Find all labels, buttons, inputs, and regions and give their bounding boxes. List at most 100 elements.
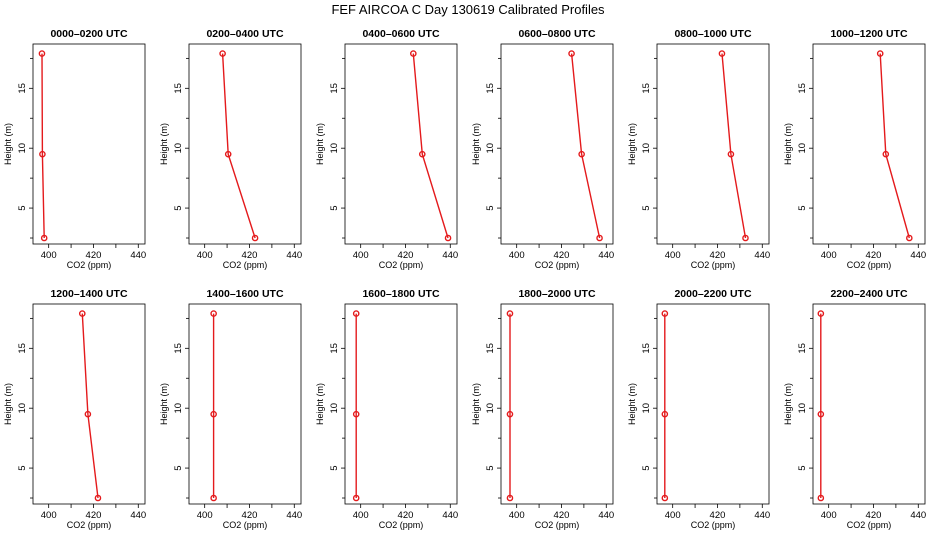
panel-title: 0400–0600 UTC (362, 28, 439, 40)
x-tick-label: 400 (41, 250, 57, 261)
x-tick-label: 440 (442, 510, 458, 521)
profile-point (210, 494, 217, 502)
x-tick-label: 440 (910, 510, 926, 521)
x-tick-label: 400 (197, 250, 213, 261)
profile-point (817, 310, 825, 317)
plot-frame (32, 43, 146, 245)
figure-title: FEF AIRCOA C Day 130619 Calibrated Profi… (331, 2, 605, 17)
y-axis-label: Height (m) (315, 383, 325, 425)
y-tick-label: 5 (797, 465, 808, 470)
x-tick-label: 400 (41, 510, 57, 521)
x-tick-label: 440 (286, 510, 302, 521)
panel-6: 1000–1200 UTC 400 420 440 5 10 15 CO2 (ppm) Heig… (783, 28, 926, 270)
plot-frame (344, 303, 458, 505)
y-tick-label: 5 (17, 465, 28, 470)
x-axis-label: CO2 (ppm) (379, 260, 424, 270)
profile-point (94, 494, 102, 502)
x-tick-label: 440 (130, 510, 146, 521)
profile-point (742, 234, 749, 242)
profile-point (352, 410, 360, 418)
y-tick-label: 5 (485, 465, 496, 470)
profile-point (661, 410, 669, 418)
panel-1: 0000–0200 UTC 400 420 440 5 10 15 CO2 (ppm) Heig… (3, 28, 146, 270)
y-axis-label: Height (m) (471, 123, 481, 165)
x-tick-label: 440 (286, 250, 302, 261)
profile-point (578, 150, 585, 158)
y-tick-label: 10 (17, 403, 28, 414)
panel-title: 0200–0400 UTC (206, 28, 283, 40)
x-axis-label: CO2 (ppm) (223, 520, 268, 530)
panel-10: 1800–2000 UTC 400 420 440 5 10 15 CO2 (ppm) Heig… (471, 288, 614, 530)
profile-point (210, 310, 217, 317)
x-tick-label: 420 (554, 510, 570, 521)
panel-title: 0600–0800 UTC (518, 28, 595, 40)
y-tick-label: 15 (17, 343, 28, 354)
y-tick-label: 15 (641, 343, 652, 354)
x-tick-label: 420 (866, 510, 882, 521)
profile-point (876, 50, 884, 57)
x-tick-label: 440 (754, 510, 770, 521)
panel-title: 1200–1400 UTC (50, 288, 127, 300)
x-tick-label: 440 (130, 250, 146, 261)
y-tick-label: 5 (485, 205, 496, 210)
y-axis-label: Height (m) (3, 123, 13, 165)
x-axis-label: CO2 (ppm) (535, 260, 580, 270)
panel-title: 2000–2200 UTC (674, 288, 751, 300)
panel-9: 1600–1800 UTC 400 420 440 5 10 15 CO2 (ppm) Heig… (315, 288, 458, 530)
x-tick-label: 420 (866, 250, 882, 261)
y-tick-label: 5 (17, 205, 28, 210)
x-axis-label: CO2 (ppm) (535, 520, 580, 530)
x-tick-label: 420 (86, 510, 102, 521)
x-tick-label: 420 (398, 250, 414, 261)
plot-frame (812, 43, 926, 245)
y-axis-label: Height (m) (3, 383, 13, 425)
x-axis-label: CO2 (ppm) (67, 520, 112, 530)
x-tick-label: 400 (665, 510, 681, 521)
y-tick-label: 5 (641, 205, 652, 210)
x-axis-label: CO2 (ppm) (691, 260, 736, 270)
profile-point (224, 150, 232, 158)
profile-point (352, 494, 360, 502)
profile-point (444, 234, 452, 242)
panel-title: 0000–0200 UTC (50, 28, 127, 40)
y-tick-label: 15 (173, 83, 184, 94)
profile-point (906, 234, 913, 242)
profile-point (817, 494, 825, 502)
x-axis-label: CO2 (ppm) (223, 260, 268, 270)
panel-title: 1000–1200 UTC (830, 28, 907, 40)
y-tick-label: 10 (797, 143, 808, 154)
y-tick-label: 15 (17, 83, 28, 94)
x-tick-label: 420 (710, 510, 726, 521)
profile-point (78, 310, 86, 317)
profile-point (661, 494, 669, 502)
profile-point (596, 234, 603, 242)
x-axis-label: CO2 (ppm) (691, 520, 736, 530)
profile-point (418, 150, 426, 158)
profile-point (219, 50, 226, 57)
panel-title: 0800–1000 UTC (674, 28, 751, 40)
x-axis-label: CO2 (ppm) (847, 520, 892, 530)
x-tick-label: 400 (665, 250, 681, 261)
x-tick-label: 420 (554, 250, 570, 261)
y-tick-label: 15 (641, 83, 652, 94)
panel-title: 1800–2000 UTC (518, 288, 595, 300)
x-tick-label: 440 (442, 250, 458, 261)
x-tick-label: 400 (821, 250, 837, 261)
plot-frame (32, 303, 146, 505)
y-tick-label: 10 (173, 143, 184, 154)
y-tick-label: 15 (485, 343, 496, 354)
plot-frame (656, 303, 770, 505)
y-axis-label: Height (m) (471, 383, 481, 425)
profile-point (251, 234, 259, 242)
y-tick-label: 15 (485, 83, 496, 94)
y-tick-label: 10 (641, 403, 652, 414)
x-axis-label: CO2 (ppm) (379, 520, 424, 530)
profile-point (661, 310, 669, 317)
y-tick-label: 10 (17, 143, 28, 154)
y-tick-label: 5 (641, 465, 652, 470)
profile-point (39, 150, 46, 158)
y-tick-label: 15 (329, 343, 340, 354)
panel-title: 2200–2400 UTC (830, 288, 907, 300)
x-tick-label: 440 (754, 250, 770, 261)
